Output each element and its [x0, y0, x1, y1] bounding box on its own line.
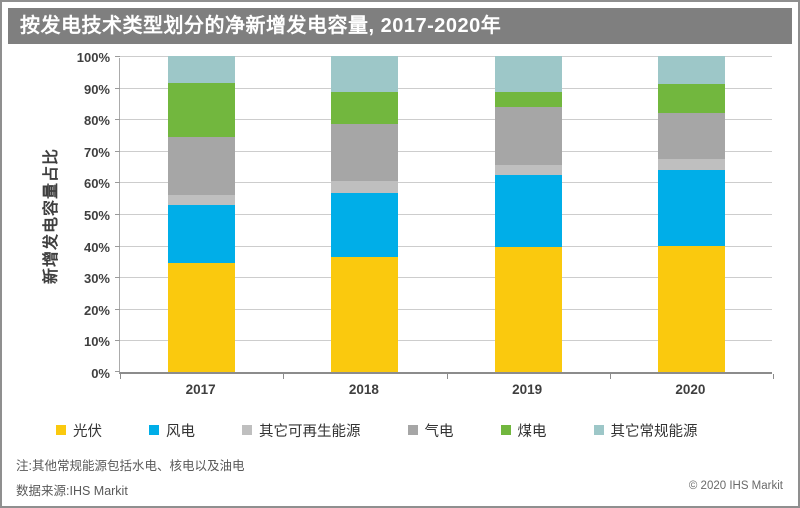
- bar-segment-2020-其它常规能源: [657, 56, 725, 85]
- legend-item-风电: 风电: [149, 420, 195, 441]
- bar-segment-2020-气电: [657, 112, 725, 159]
- y-tick-mark: [115, 308, 120, 310]
- bar-segment-2018-其它可再生能源: [331, 180, 399, 194]
- chart-title: 按发电技术类型划分的净新增发电容量, 2017-2020年: [20, 15, 502, 37]
- x-axis-label-2018: 2018: [348, 382, 379, 397]
- bar-segment-2019-其它可再生能源: [494, 165, 562, 175]
- plot-area: [115, 56, 774, 379]
- y-tick-label-90: 90%: [83, 81, 110, 97]
- legend-swatch: [593, 425, 604, 435]
- y-tick-mark: [115, 277, 120, 279]
- gridline-50: [120, 214, 772, 215]
- source-text: 数据来源:IHS Markit: [16, 484, 128, 498]
- bar-segment-2019-风电: [494, 174, 562, 248]
- gridline-60: [120, 182, 772, 184]
- legend-swatch: [242, 425, 252, 435]
- bar-segment-2019-气电: [494, 106, 562, 166]
- bar-segment-2019-其它常规能源: [494, 56, 562, 93]
- y-tick-label-100: 100%: [76, 50, 110, 65]
- y-tick-label-80: 80%: [83, 113, 110, 129]
- y-tick-label-20: 20%: [83, 302, 110, 318]
- y-tick-mark: [115, 87, 120, 89]
- gridline-20: [120, 308, 772, 310]
- y-tick-mark: [115, 150, 120, 152]
- bar-segment-2018-煤电: [331, 92, 399, 124]
- legend-swatch: [149, 425, 159, 435]
- legend-label: 风电: [166, 423, 195, 440]
- bar-segment-2018-气电: [331, 123, 399, 181]
- bar-segment-2020-其它可再生能源: [657, 158, 725, 170]
- bar-segment-2018-光伏: [331, 256, 399, 372]
- bar-segment-2019-光伏: [494, 247, 562, 372]
- y-tick-label-70: 70%: [83, 144, 110, 160]
- bar-segment-2017-光伏: [168, 262, 236, 372]
- bar-segment-2017-气电: [168, 136, 236, 196]
- bar-segment-2017-煤电: [168, 82, 236, 137]
- y-axis-ticks: 0% 10% 20% 30% 40% 50% 60% 70% 80% 90% 100%: [60, 51, 114, 381]
- bar-2017: [168, 56, 236, 372]
- bar-segment-2020-光伏: [657, 245, 725, 372]
- y-tick-label-0: 0%: [91, 366, 110, 381]
- x-tick-mark: [609, 374, 611, 379]
- bar-segment-2017-其它可再生能源: [168, 195, 236, 205]
- x-axis-label-2019: 2019: [512, 382, 543, 397]
- bar-segment-2019-煤电: [494, 92, 562, 107]
- bar-segment-2020-煤电: [657, 84, 725, 113]
- gridline-100: [120, 56, 772, 57]
- gridline-30: [120, 277, 772, 279]
- y-tick-label-30: 30%: [83, 271, 110, 287]
- legend-item-其它可再生能源: 其它可再生能源: [242, 420, 361, 441]
- legend-label: 其它常规能源: [610, 423, 698, 440]
- legend-label: 光伏: [73, 423, 102, 440]
- bar-segment-2020-风电: [657, 169, 725, 246]
- y-tick-mark: [115, 214, 120, 215]
- gridline-40: [120, 245, 772, 247]
- legend-item-光伏: 光伏: [56, 420, 102, 441]
- x-tick-mark: [773, 374, 774, 379]
- y-tick-label-10: 10%: [83, 334, 110, 350]
- y-tick-mark: [115, 56, 120, 57]
- bar-segment-2018-其它常规能源: [331, 56, 399, 93]
- y-axis-title-text: 新增发电容量占比: [43, 147, 61, 285]
- y-tick-mark: [115, 340, 120, 342]
- x-tick-mark: [120, 374, 121, 379]
- y-tick-label-50: 50%: [83, 208, 110, 223]
- bar-2019: [494, 56, 562, 372]
- bar-segment-2017-风电: [168, 204, 236, 263]
- legend-swatch: [56, 425, 66, 435]
- y-axis-title: 新增发电容量占比: [36, 58, 62, 374]
- y-tick-label-60: 60%: [83, 176, 110, 192]
- y-tick-label-40: 40%: [83, 239, 110, 255]
- y-tick-mark: [115, 119, 120, 121]
- legend-label: 煤电: [517, 423, 547, 440]
- legend-swatch: [407, 425, 418, 435]
- gridline-90: [120, 87, 772, 89]
- x-tick-mark: [446, 374, 448, 379]
- y-tick-mark: [115, 371, 120, 372]
- x-axis-label-2017: 2017: [185, 382, 216, 397]
- gridline-70: [120, 150, 772, 152]
- copyright-text: © 2020 IHS Markit: [688, 480, 783, 492]
- y-tick-mark: [115, 245, 120, 247]
- title-bar: 按发电技术类型划分的净新增发电容量, 2017-2020年: [8, 8, 792, 44]
- legend-label: 其它可再生能源: [259, 423, 361, 440]
- x-tick-mark: [283, 374, 285, 379]
- legend-label: 气电: [424, 423, 454, 440]
- gridline-10: [120, 340, 772, 342]
- x-axis-label-2020: 2020: [675, 382, 706, 397]
- legend-item-气电: 气电: [407, 420, 454, 441]
- legend-item-其它常规能源: 其它常规能源: [593, 420, 698, 441]
- bar-2020: [657, 56, 725, 372]
- bar-segment-2017-其它常规能源: [168, 56, 236, 83]
- x-axis-labels: 2017 2018 2019 2020: [119, 382, 772, 400]
- bar-2018: [331, 56, 399, 372]
- legend-item-煤电: 煤电: [500, 420, 547, 441]
- y-tick-mark: [115, 182, 120, 184]
- legend-swatch: [500, 425, 511, 435]
- bar-segment-2018-风电: [331, 193, 399, 257]
- note-text: 注:其他常规能源包括水电、核电以及油电: [16, 459, 245, 473]
- gridline-80: [120, 119, 772, 121]
- legend: 光伏 风电 其它可再生能源 气电 煤电 其它常规能源: [56, 419, 778, 441]
